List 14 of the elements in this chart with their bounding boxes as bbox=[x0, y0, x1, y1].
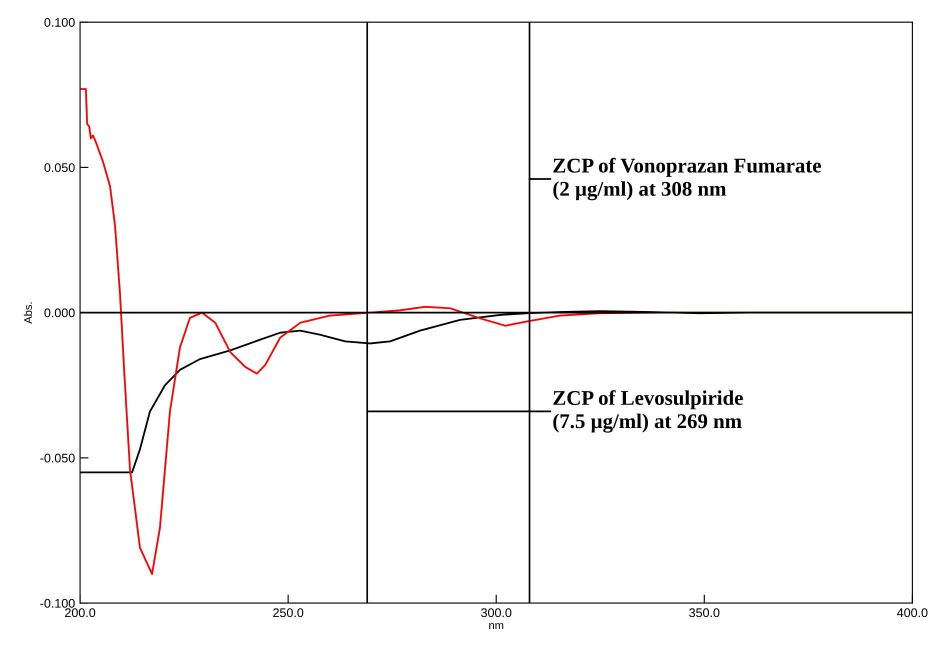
ref-line-label: ZCP of Vonoprazan Fumarate (2 µg/ml) at 308 nm bbox=[553, 158, 821, 200]
x-tick-label: 350.0 bbox=[689, 608, 720, 618]
y-axis-title: Abs. bbox=[24, 302, 32, 324]
x-axis-title: nm bbox=[489, 623, 504, 630]
x-tick-label: 300.0 bbox=[481, 608, 512, 618]
ref-line-label: ZCP of Levosulpiride (7.5 µg/ml) at 269 nm bbox=[553, 390, 743, 433]
y-tick-label: 0.100 bbox=[44, 18, 75, 27]
x-tick-label: 250.0 bbox=[273, 608, 304, 618]
y-tick-label: 0.000 bbox=[44, 308, 75, 318]
x-tick-label: 400.0 bbox=[897, 608, 928, 618]
y-tick-label: -0.050 bbox=[40, 454, 75, 463]
y-tick-label: 0.050 bbox=[44, 163, 75, 172]
y-tick-label: -0.100 bbox=[40, 598, 75, 608]
x-tick-label: 200.0 bbox=[65, 608, 96, 618]
